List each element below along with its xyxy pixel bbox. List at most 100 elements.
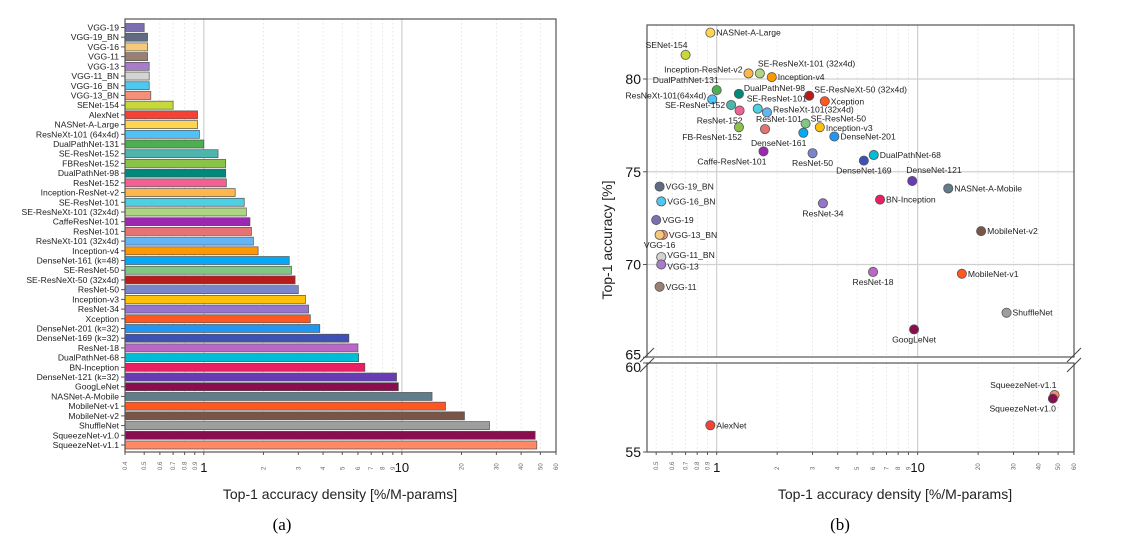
point-label: DualPathNet-68 xyxy=(880,150,941,160)
y-tick-label: VGG-11_BN xyxy=(71,71,119,81)
x-tick-label: 4 xyxy=(836,466,842,470)
bar xyxy=(124,275,296,285)
bar xyxy=(124,100,174,110)
bar-chart-a: 0.4 0.5 0.6 0.7 0.8 0.9 1 2 3 4 5 6 7 8 910 20 30 40 50 60 V… xyxy=(22,18,560,475)
x-tick-label: 40 xyxy=(1037,463,1043,470)
bar xyxy=(124,188,236,197)
x-tick-label: 5 xyxy=(340,466,346,470)
bar xyxy=(124,256,290,265)
point-label: ResNet-34 xyxy=(802,208,843,218)
data-point xyxy=(651,214,662,225)
y-tick-label: SE-ResNet-152 xyxy=(59,149,119,159)
y-tick-label: Inception-v4 xyxy=(72,246,119,256)
data-point xyxy=(804,90,815,101)
point-label: DenseNet-201 xyxy=(840,132,896,142)
y-tick-label: VGG-19 xyxy=(87,23,119,33)
y-tick-label: ResNet-18 xyxy=(78,343,119,353)
bar xyxy=(124,159,227,168)
y-tick-label: BN-Inception xyxy=(69,362,119,372)
point-label: AlexNet xyxy=(716,420,747,430)
bar xyxy=(124,314,311,324)
y-tick-label: AlexNet xyxy=(89,110,120,120)
x-tick-label: 1 xyxy=(713,460,720,475)
point-label: SE-ResNet-101 xyxy=(747,94,807,104)
data-point xyxy=(656,196,667,207)
bar xyxy=(124,149,219,159)
bar xyxy=(124,61,150,71)
y-tick-label: ResNet-152 xyxy=(73,178,119,188)
point-label: SqueezeNet-v1.0 xyxy=(989,404,1056,414)
y-tick-label: MobileNet-v1 xyxy=(68,401,119,411)
y-tick-label: DenseNet-121 (k=32) xyxy=(37,372,120,382)
x-tick-label: 6 xyxy=(356,466,362,470)
y-tick-label: 55 xyxy=(625,444,641,460)
point-label: ResNet-18 xyxy=(853,277,894,287)
y-tick-label: VGG-11 xyxy=(88,52,119,62)
bar xyxy=(124,168,227,178)
data-point xyxy=(858,155,869,166)
y-tick-label: Inception-ResNet-v2 xyxy=(41,188,120,198)
point-label: ResNet-101 xyxy=(756,114,802,124)
bar xyxy=(124,372,397,382)
point-label: ResNeXt-101(64x4d) xyxy=(625,90,706,100)
y-tick-label: ResNet-34 xyxy=(78,304,119,314)
y-tick-label: 70 xyxy=(625,257,641,273)
bar xyxy=(124,304,309,314)
bar xyxy=(124,265,292,275)
data-point xyxy=(1047,393,1058,404)
bar xyxy=(124,139,205,149)
y-tick-label: MobileNet-v2 xyxy=(68,411,119,421)
x-tick-label: 30 xyxy=(494,463,500,470)
point-label: DenseNet-161 xyxy=(751,138,807,148)
point-label: NASNet-A-Mobile xyxy=(954,183,1022,193)
bar xyxy=(124,236,254,246)
x-tick-label: 60 xyxy=(1072,463,1078,470)
x-tick-label: 7 xyxy=(369,466,375,470)
data-point xyxy=(800,118,811,129)
y-tick-label: SqueezeNet-v1.1 xyxy=(53,440,120,450)
x-tick-label: 4 xyxy=(321,466,327,470)
data-point xyxy=(766,72,777,83)
data-point xyxy=(733,122,744,133)
bar xyxy=(124,382,399,392)
x-tick-label: 20 xyxy=(460,463,466,470)
y-tick-label: CaffeResNet-101 xyxy=(53,217,119,227)
data-point xyxy=(819,96,830,107)
bar xyxy=(124,197,245,207)
bar xyxy=(124,110,198,120)
point-label: VGG-13_BN xyxy=(669,230,717,240)
bar xyxy=(124,324,321,333)
y-tick-label: 75 xyxy=(625,164,641,180)
x-tick-label: 7 xyxy=(885,466,891,470)
bar xyxy=(124,333,350,343)
bar xyxy=(124,227,252,236)
bar xyxy=(124,430,536,440)
point-label: NASNet-A-Large xyxy=(716,28,781,38)
bar xyxy=(124,32,148,42)
y-tick-label: 65 xyxy=(625,346,641,362)
data-point xyxy=(762,107,773,118)
x-tick-label: 0.9 xyxy=(705,461,711,470)
y-tick-label: VGG-13_BN xyxy=(71,90,119,100)
y-tick-label: ResNeXt-101 (64x4d) xyxy=(36,129,119,139)
axis-break-mark xyxy=(639,357,655,373)
point-label: VGG-11_BN xyxy=(667,250,715,260)
data-point xyxy=(875,194,886,205)
y-tick-label: DualPathNet-68 xyxy=(58,353,119,363)
point-label: SENet-154 xyxy=(646,40,688,50)
y-tick-label: ShuffleNet xyxy=(79,421,120,431)
x-tick-label: 8 xyxy=(381,466,387,470)
bar xyxy=(124,120,198,129)
x-tick-label: 40 xyxy=(519,463,525,470)
x-tick-label: 60 xyxy=(554,463,560,470)
y-tick-label: VGG-16_BN xyxy=(71,81,119,91)
y-tick-label: SE-ResNet-50 xyxy=(64,265,120,275)
data-point xyxy=(754,68,765,79)
x-tick-label: 50 xyxy=(538,463,544,470)
x-tick-label: 2 xyxy=(261,466,267,470)
data-point xyxy=(680,49,691,60)
bar xyxy=(124,71,150,81)
x-tick-label: 0.7 xyxy=(684,461,690,470)
point-label: Inception-ResNet-v2 xyxy=(664,64,743,74)
data-point xyxy=(734,105,745,116)
